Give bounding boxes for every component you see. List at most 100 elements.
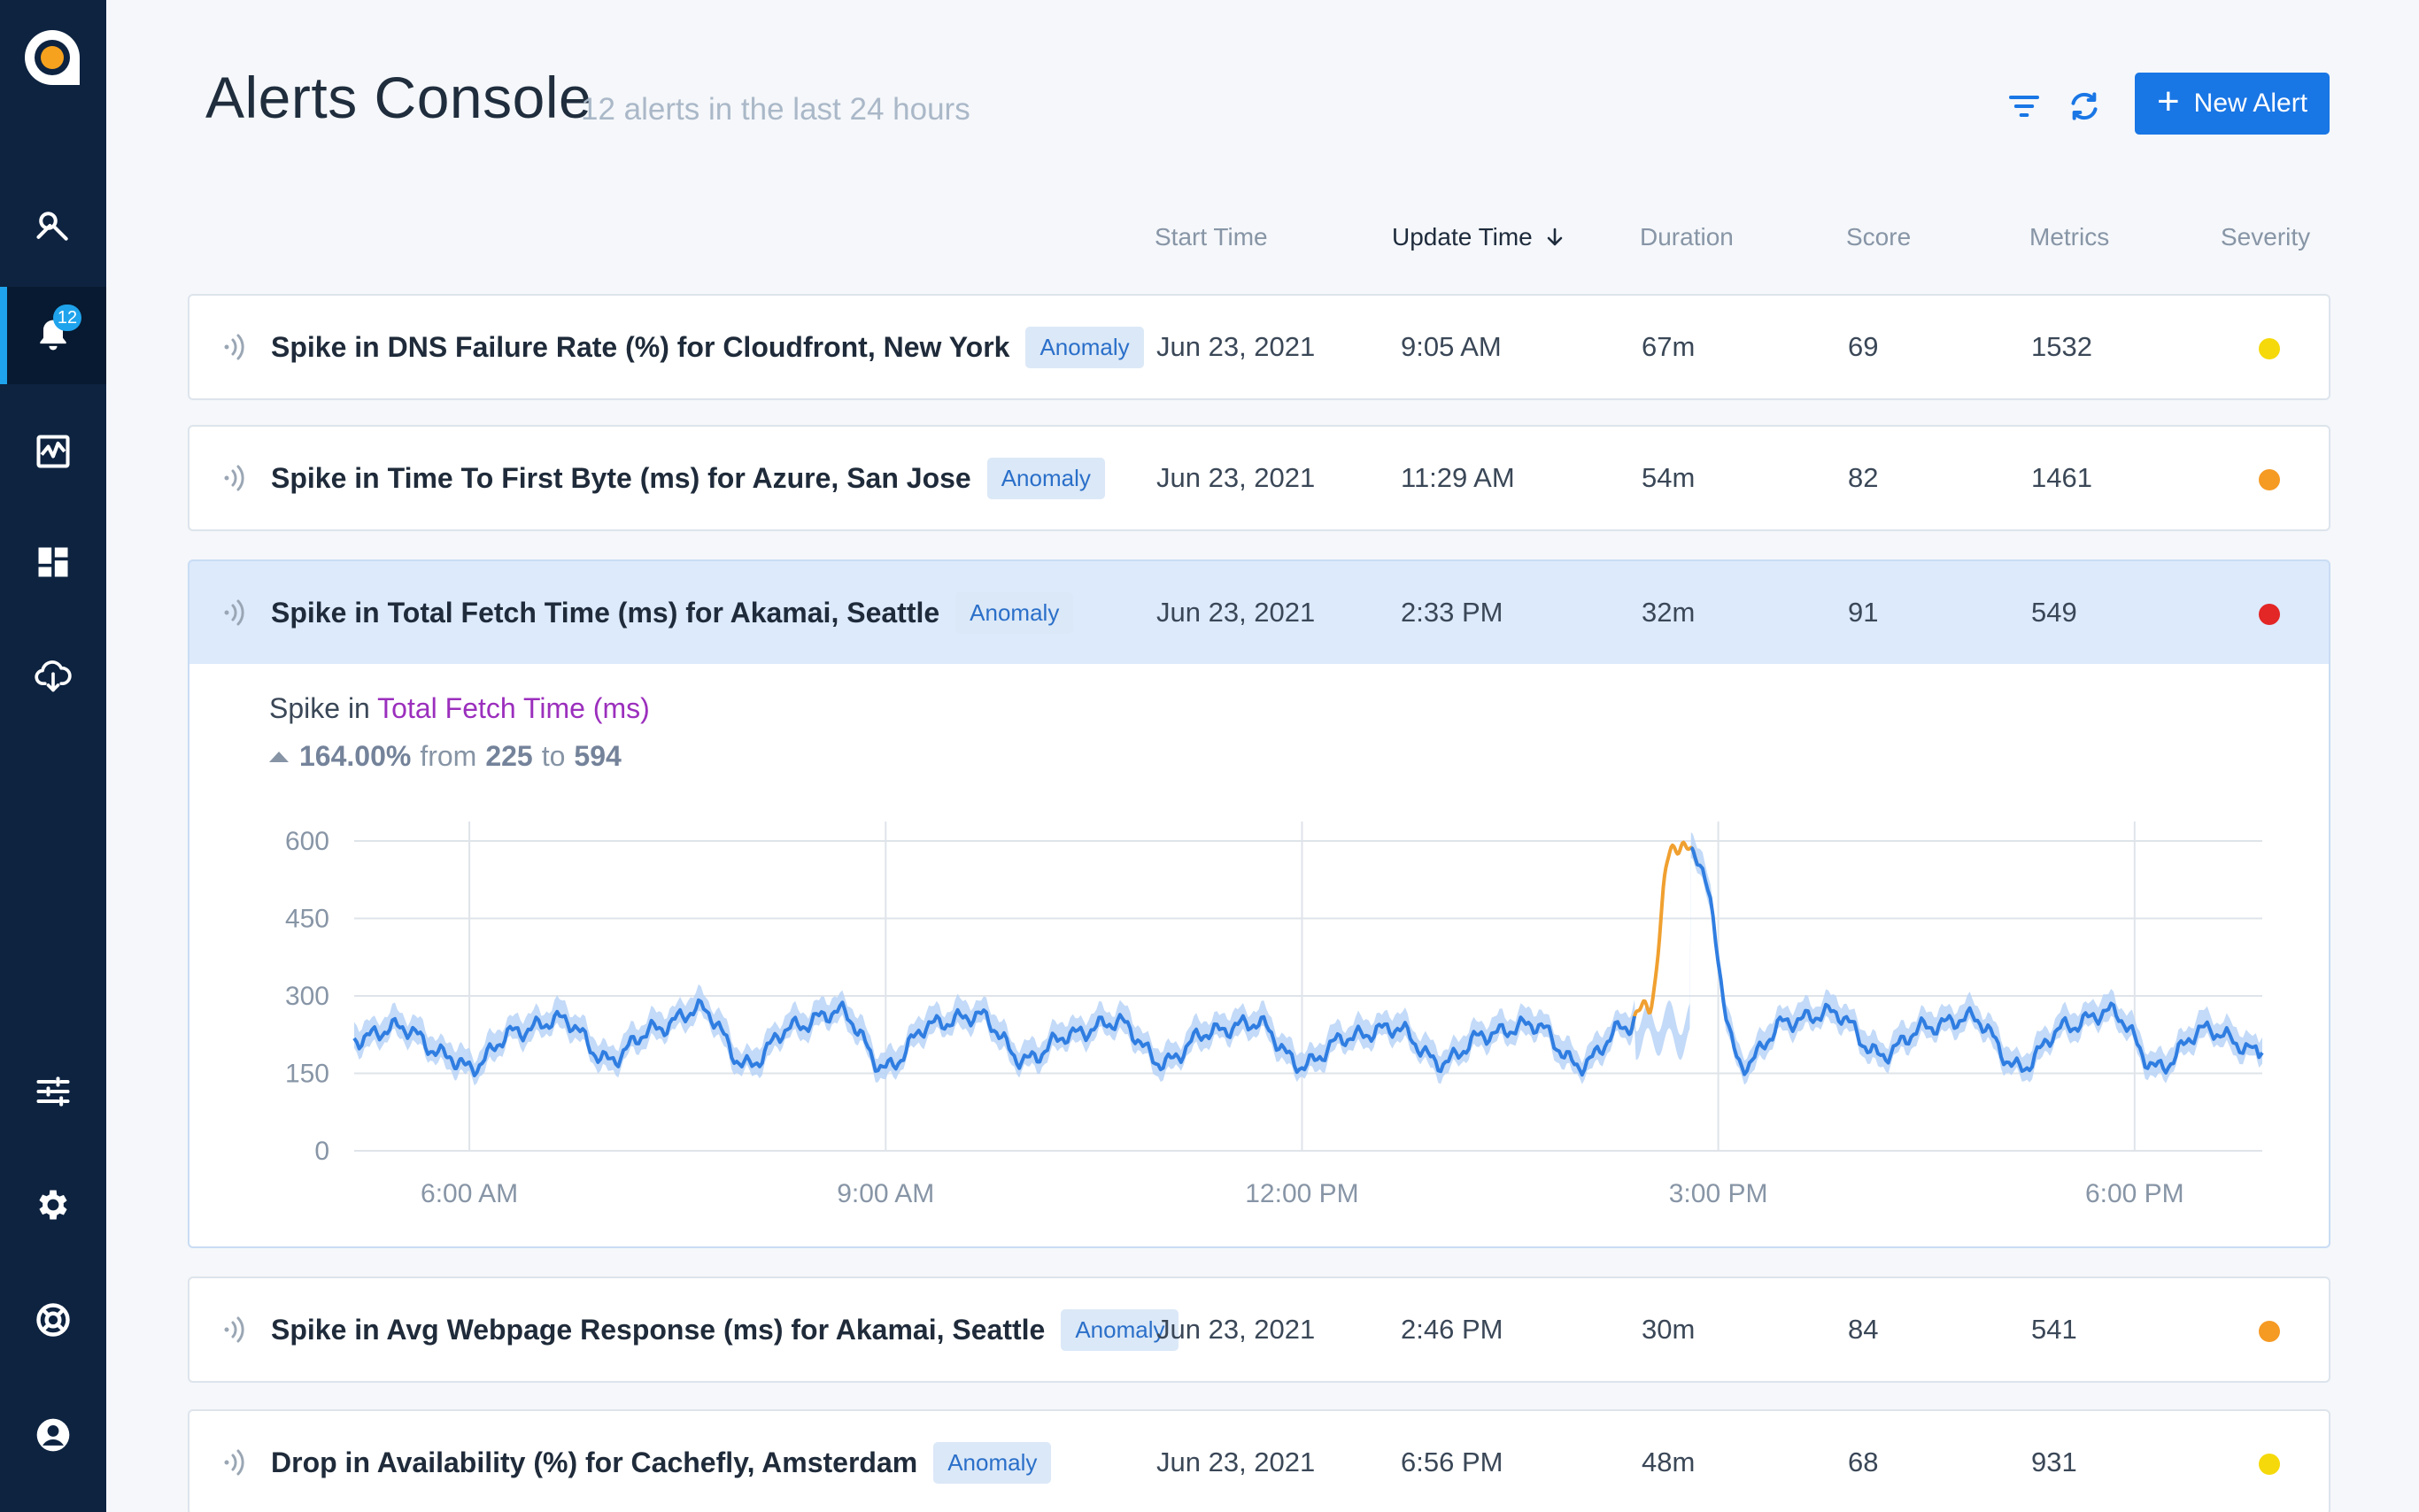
- filter-button[interactable]: [2003, 85, 2045, 127]
- update-time-cell: 6:56 PM: [1401, 1446, 1503, 1477]
- column-header-severity[interactable]: Severity: [2221, 223, 2311, 251]
- column-header-duration[interactable]: Duration: [1640, 223, 1734, 251]
- column-header-start-time[interactable]: Start Time: [1155, 223, 1268, 251]
- start-time-cell: Jun 23, 2021: [1156, 597, 1316, 628]
- alert-row[interactable]: Spike in DNS Failure Rate (%) for Cloudf…: [188, 294, 2330, 400]
- plus-icon: +: [2156, 80, 2180, 123]
- sidebar-item-alerts[interactable]: 12: [0, 287, 106, 384]
- new-alert-button[interactable]: + New Alert: [2135, 73, 2330, 135]
- anomaly-tag: Anomaly: [955, 591, 1074, 634]
- severity-indicator: [2259, 1454, 2280, 1475]
- refresh-button[interactable]: [2063, 85, 2106, 127]
- y-tick-label: 300: [285, 982, 329, 1011]
- sidebar: 12: [0, 0, 106, 1512]
- y-tick-label: 150: [285, 1060, 329, 1089]
- signal-icon: [224, 334, 244, 360]
- anomaly-series-line: [1627, 840, 1699, 1036]
- alert-title: Spike in Avg Webpage Response (ms) for A…: [271, 1278, 1179, 1381]
- score-cell: 82: [1848, 462, 1879, 493]
- alert-row[interactable]: Spike in Avg Webpage Response (ms) for A…: [188, 1277, 2330, 1383]
- severity-indicator: [2259, 469, 2280, 490]
- page-subtitle: 12 alerts in the last 24 hours: [581, 92, 970, 127]
- score-cell: 68: [1848, 1446, 1879, 1477]
- anomaly-tag: Anomaly: [1025, 326, 1144, 368]
- confidence-band: [354, 832, 2262, 1086]
- y-tick-label: 600: [285, 827, 329, 856]
- duration-cell: 48m: [1642, 1446, 1696, 1477]
- start-time-cell: Jun 23, 2021: [1156, 462, 1316, 493]
- detail-heading: Spike in Total Fetch Time (ms): [269, 692, 650, 724]
- metrics-cell: 541: [2031, 1314, 2077, 1345]
- sidebar-item-tune[interactable]: [0, 1043, 106, 1140]
- y-tick-label: 450: [285, 905, 329, 934]
- gear-icon: [39, 1190, 67, 1220]
- alert-count-badge: 12: [53, 305, 81, 331]
- metrics-cell: 931: [2031, 1446, 2077, 1477]
- signal-icon: [224, 1449, 244, 1476]
- metric-line-chart: 0 150 300 450 600 6:00 AM 9:00 AM 12:00 PM 3:00 …: [285, 822, 2264, 1208]
- alert-title: Spike in Total Fetch Time (ms) for Akama…: [271, 561, 1074, 664]
- duration-cell: 30m: [1642, 1314, 1696, 1345]
- severity-indicator: [2259, 1321, 2280, 1342]
- score-cell: 84: [1848, 1314, 1879, 1345]
- to-value: 594: [574, 740, 622, 772]
- app-logo-icon[interactable]: [23, 28, 81, 87]
- signal-icon: [224, 599, 244, 626]
- x-tick-label: 9:00 AM: [837, 1179, 934, 1208]
- sidebar-item-settings[interactable]: [0, 1156, 106, 1254]
- cloud-download-icon: [35, 660, 72, 692]
- column-header-update-time[interactable]: Update Time: [1392, 223, 1565, 251]
- from-value: 225: [485, 740, 533, 772]
- severity-indicator: [2259, 604, 2280, 625]
- severity-indicator: [2259, 338, 2280, 359]
- alert-row[interactable]: Spike in Time To First Byte (ms) for Azu…: [188, 425, 2330, 531]
- y-tick-label: 0: [314, 1137, 329, 1166]
- alert-title: Spike in DNS Failure Rate (%) for Cloudf…: [271, 296, 1144, 398]
- refresh-icon: [2071, 92, 2098, 120]
- sort-arrow-down-icon: [1547, 228, 1563, 246]
- column-header-metrics[interactable]: Metrics: [2029, 223, 2110, 251]
- metrics-cell: 549: [2031, 597, 2077, 628]
- dashboard-icon: [38, 547, 68, 577]
- search-tools-icon: [36, 212, 68, 241]
- update-time-cell: 9:05 AM: [1401, 331, 1502, 362]
- sidebar-item-explore[interactable]: [0, 177, 106, 274]
- alert-row[interactable]: Drop in Availability (%) for Cachefly, A…: [188, 1409, 2330, 1512]
- anomaly-tag: Anomaly: [933, 1441, 1052, 1484]
- anomaly-tag: Anomaly: [1061, 1308, 1179, 1351]
- new-alert-label: New Alert: [2193, 89, 2308, 118]
- series-line: [352, 845, 2264, 1077]
- filter-icon: [2009, 96, 2039, 117]
- sidebar-item-monitors[interactable]: [0, 403, 106, 500]
- sidebar-item-integrations[interactable]: [0, 627, 106, 724]
- sidebar-item-dashboards[interactable]: [0, 513, 106, 611]
- duration-cell: 67m: [1642, 331, 1696, 362]
- update-time-cell: 2:33 PM: [1401, 597, 1503, 628]
- update-time-cell: 11:29 AM: [1401, 462, 1515, 493]
- user-icon: [36, 1418, 70, 1452]
- x-tick-label: 12:00 PM: [1245, 1179, 1358, 1208]
- alert-title: Drop in Availability (%) for Cachefly, A…: [271, 1411, 1052, 1512]
- x-tick-label: 3:00 PM: [1669, 1179, 1768, 1208]
- duration-cell: 54m: [1642, 462, 1696, 493]
- sliders-icon: [36, 1076, 70, 1107]
- anomaly-tag: Anomaly: [986, 457, 1105, 499]
- score-cell: 69: [1848, 331, 1879, 362]
- alert-row-expanded[interactable]: Spike in Total Fetch Time (ms) for Akama…: [188, 559, 2330, 666]
- start-time-cell: Jun 23, 2021: [1156, 1314, 1316, 1345]
- sidebar-item-help[interactable]: [0, 1271, 106, 1369]
- start-time-cell: Jun 23, 2021: [1156, 331, 1316, 362]
- detail-metric-link[interactable]: Total Fetch Time (ms): [377, 692, 650, 724]
- lifebuoy-icon: [36, 1303, 70, 1337]
- metrics-cell: 1461: [2031, 462, 2092, 493]
- detail-change-summary: 164.00% from 225 to 594: [269, 740, 622, 773]
- column-header-score[interactable]: Score: [1846, 223, 1912, 251]
- signal-icon: [224, 1316, 244, 1343]
- x-tick-label: 6:00 AM: [421, 1179, 518, 1208]
- sidebar-item-profile[interactable]: [0, 1386, 106, 1484]
- metrics-cell: 1532: [2031, 331, 2092, 362]
- score-cell: 91: [1848, 597, 1879, 628]
- update-time-label: Update Time: [1392, 223, 1533, 251]
- start-time-cell: Jun 23, 2021: [1156, 1446, 1316, 1477]
- signal-icon: [224, 465, 244, 491]
